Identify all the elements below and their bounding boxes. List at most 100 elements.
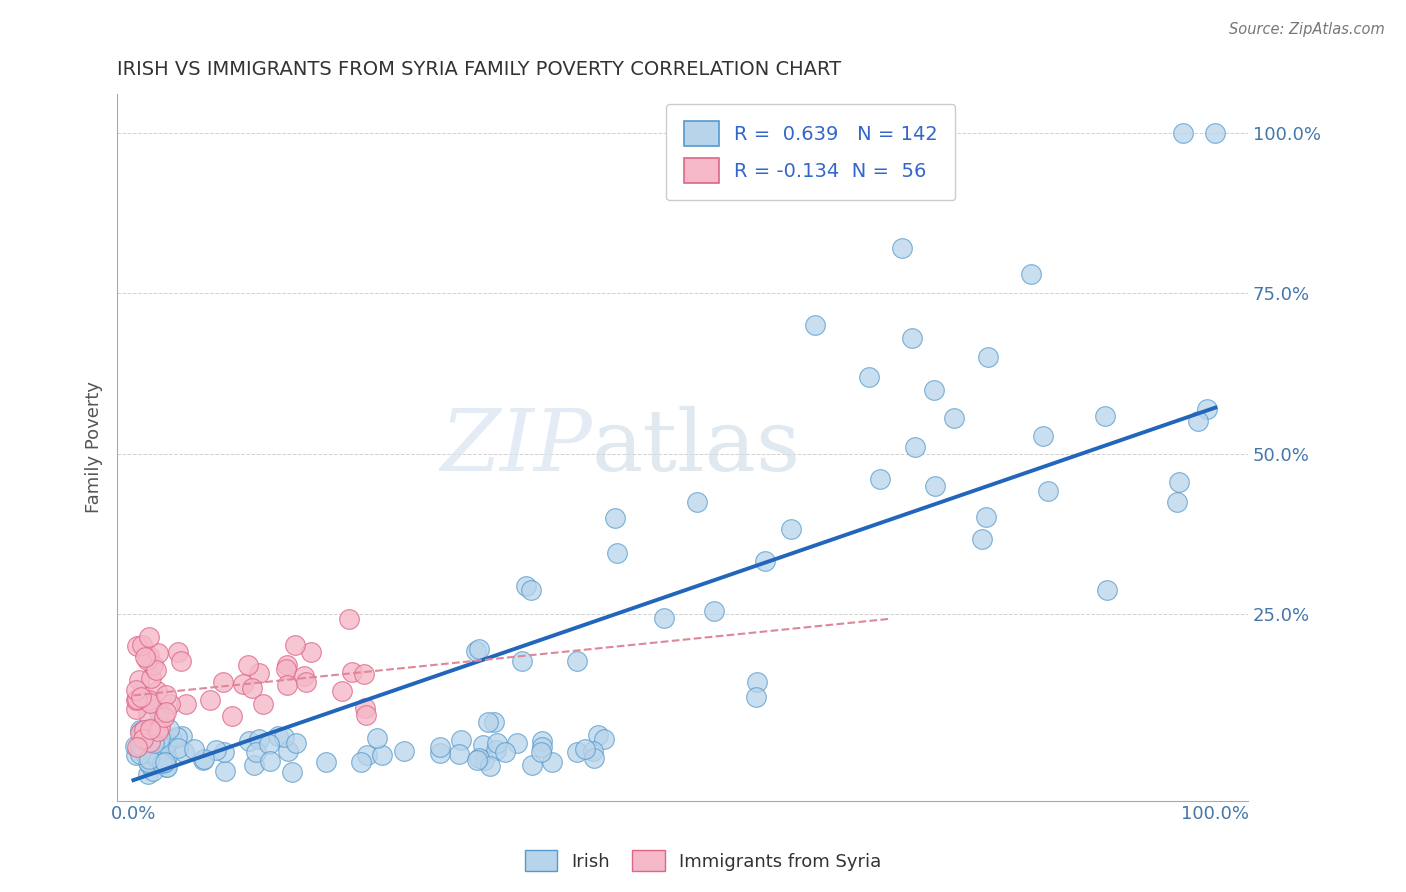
Point (124, 739, 146, 754)
Point (138, 692, 160, 706)
Point (869, 472, 891, 486)
Point (1166, 495, 1188, 509)
Point (131, 638, 153, 652)
Point (149, 731, 172, 746)
Point (143, 724, 166, 739)
Point (510, 654, 533, 668)
Point (703, 604, 725, 618)
Point (145, 749, 167, 764)
Point (143, 747, 166, 761)
Point (136, 755, 159, 769)
Point (238, 733, 260, 747)
Point (686, 495, 709, 509)
Point (295, 674, 318, 689)
Point (242, 681, 264, 696)
Point (141, 671, 163, 685)
Point (450, 733, 472, 747)
Point (337, 612, 360, 626)
Point (754, 554, 776, 568)
Point (858, 369, 880, 384)
Point (232, 677, 254, 691)
Point (479, 759, 502, 773)
Point (804, 318, 827, 333)
Point (131, 744, 153, 758)
Point (924, 478, 946, 492)
Point (586, 728, 609, 742)
Point (148, 723, 170, 738)
Point (145, 741, 167, 756)
Point (167, 644, 190, 658)
Point (150, 731, 173, 746)
Point (152, 732, 174, 747)
Point (366, 731, 388, 745)
Point (131, 731, 153, 746)
Point (134, 650, 156, 665)
Point (273, 731, 295, 745)
Point (155, 688, 177, 702)
Point (779, 522, 801, 536)
Point (259, 754, 281, 768)
Point (193, 752, 215, 766)
Point (162, 731, 184, 746)
Point (157, 722, 180, 736)
Point (540, 755, 562, 769)
Point (1168, 475, 1191, 489)
Point (148, 706, 170, 720)
Point (153, 746, 176, 760)
Point (465, 644, 488, 658)
Point (148, 750, 170, 764)
Point (354, 708, 377, 723)
Point (901, 331, 924, 345)
Point (124, 692, 146, 706)
Point (977, 351, 1000, 365)
Point (211, 674, 233, 689)
Point (183, 741, 205, 756)
Point (515, 579, 537, 593)
Point (349, 755, 371, 769)
Point (153, 710, 176, 724)
Point (124, 683, 146, 698)
Point (1032, 429, 1054, 443)
Point (139, 735, 162, 749)
Point (574, 741, 596, 756)
Point (943, 411, 966, 425)
Point (530, 734, 553, 748)
Point (142, 723, 165, 737)
Point (193, 753, 215, 767)
Point (299, 645, 322, 659)
Point (139, 739, 162, 754)
Point (156, 760, 179, 774)
Point (257, 738, 280, 752)
Point (281, 764, 304, 779)
Point (1095, 582, 1118, 597)
Point (340, 665, 363, 679)
Point (904, 440, 927, 454)
Point (970, 532, 993, 546)
Point (468, 751, 491, 765)
Point (520, 583, 543, 598)
Point (274, 662, 297, 676)
Point (129, 739, 152, 753)
Point (129, 690, 152, 704)
Point (284, 638, 307, 652)
Point (155, 750, 177, 764)
Point (174, 697, 197, 711)
Point (266, 729, 288, 743)
Point (605, 510, 627, 524)
Point (138, 752, 160, 766)
Point (214, 764, 236, 778)
Point (212, 745, 235, 759)
Point (148, 646, 170, 660)
Point (149, 730, 172, 744)
Point (583, 751, 606, 765)
Point (922, 383, 945, 397)
Point (1021, 267, 1043, 281)
Point (125, 639, 148, 653)
Point (205, 743, 228, 757)
Point (494, 745, 516, 759)
Point (477, 714, 499, 729)
Point (142, 735, 165, 749)
Point (582, 743, 605, 757)
Point (654, 611, 676, 625)
Legend: Irish, Immigrants from Syria: Irish, Immigrants from Syria (517, 843, 889, 879)
